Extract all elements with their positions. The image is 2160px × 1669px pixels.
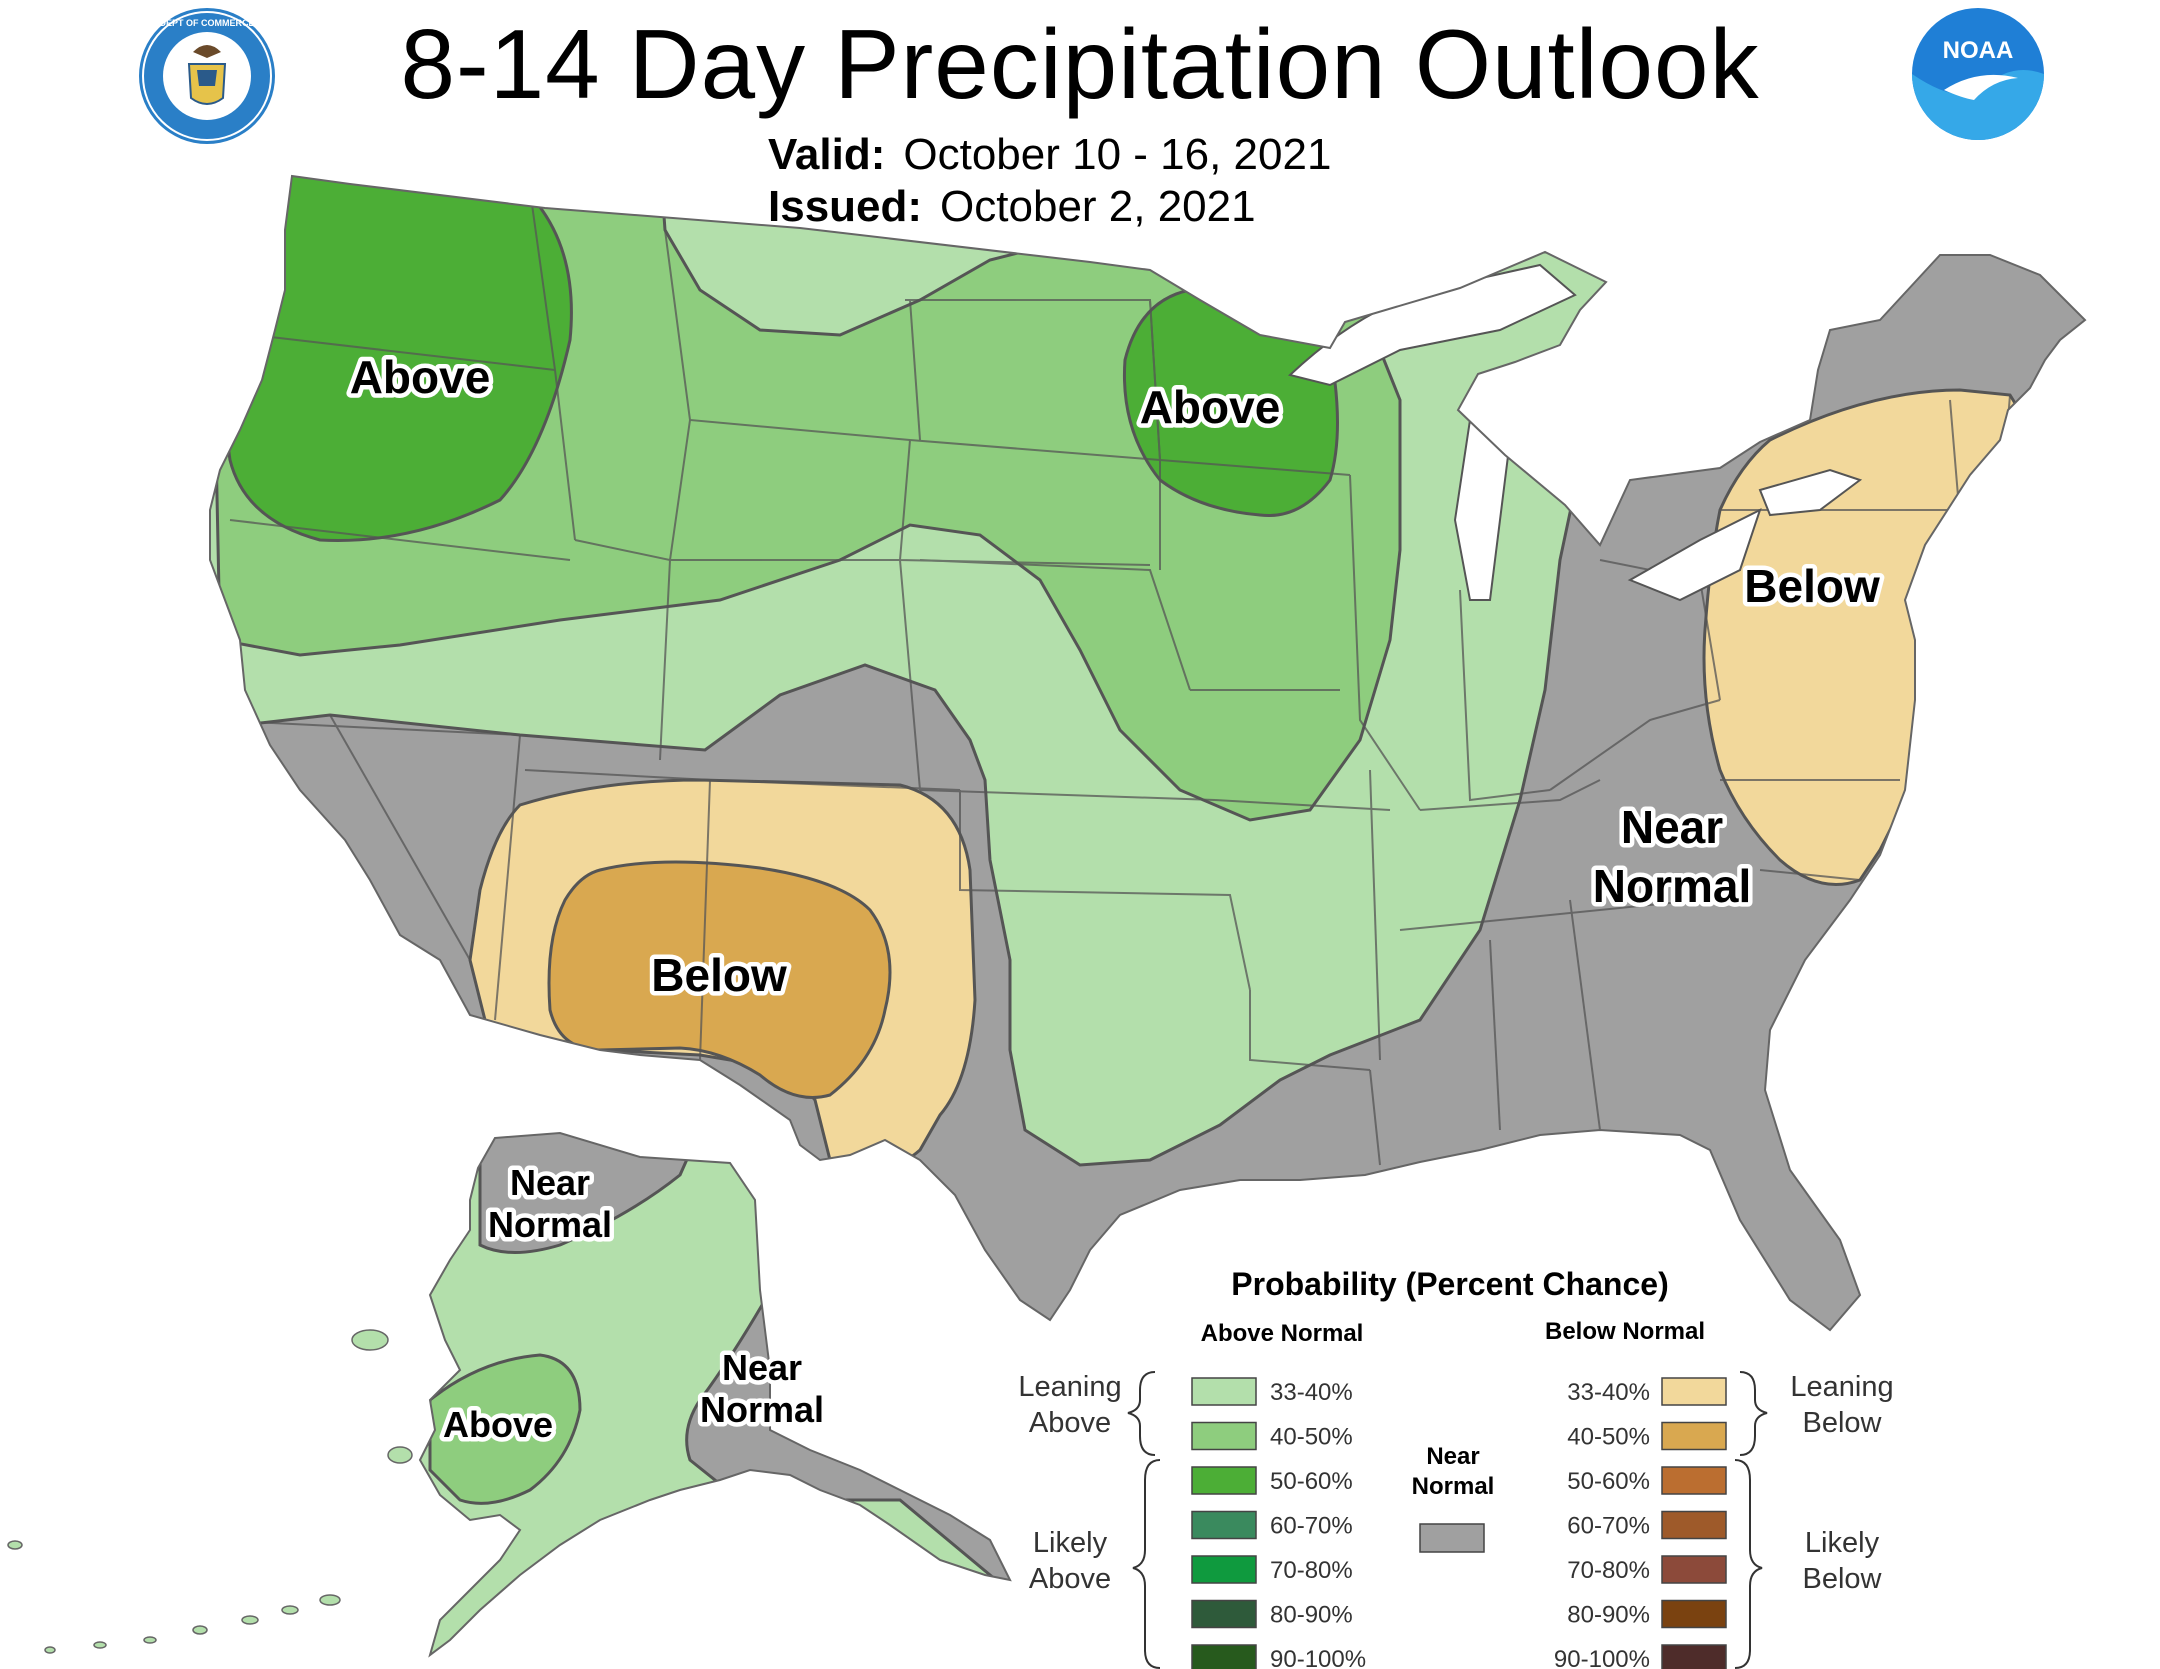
legend-near-normal-swatch (1419, 1523, 1485, 1553)
legend-above-label: 70-80% (1270, 1557, 1353, 1584)
alaska-above-label: Above (443, 1404, 553, 1445)
issued-value: October 2, 2021 (940, 182, 1256, 231)
issued-line: Issued: October 2, 2021 (768, 182, 1256, 232)
legend-below-label: 90-100% (1554, 1646, 1650, 1669)
leaning-below-northeast-region (1702, 388, 2052, 886)
legend-near-text-2: Normal (1412, 1473, 1495, 1500)
legend-below-swatch (1661, 1555, 1727, 1584)
alaska-near-normal-southeast-label-1: Near (722, 1347, 802, 1388)
legend-above-label: 50-60% (1270, 1468, 1353, 1495)
legend-above-swatch (1191, 1510, 1257, 1540)
legend-above-swatch (1191, 1599, 1257, 1629)
legend-above-swatch (1191, 1466, 1257, 1495)
legend-above-swatch (1191, 1644, 1257, 1669)
above-upper-midwest-label: Above (1140, 381, 1281, 433)
legend-above-swatch (1191, 1555, 1257, 1584)
legend-above-label: 80-90% (1270, 1602, 1353, 1629)
department-of-commerce-seal-icon: DEPT OF COMMERCE (139, 8, 275, 144)
legend-leaning-above-text-1: Leaning (1018, 1371, 1121, 1403)
legend-leaning-above-text-2: Above (1029, 1407, 1111, 1439)
above-northwest-label: Above (350, 351, 491, 403)
legend-below-label: 70-80% (1567, 1557, 1650, 1584)
alaska-outline (418, 1131, 1012, 1658)
legend-below-swatch (1661, 1510, 1727, 1540)
alaska-near-normal-southeast-label-2: Normal (700, 1389, 824, 1430)
legend-below-swatch (1661, 1466, 1727, 1495)
seal-lettering: DEPT OF COMMERCE (159, 18, 254, 28)
below-southwest-label: Below (651, 949, 787, 1001)
alaska-near-normal-north-region (478, 1133, 703, 1254)
legend-near-text-1: Near (1426, 1443, 1479, 1470)
legend-below-swatch (1661, 1599, 1727, 1629)
legend-above-rows: 33-40% 40-50% 50-60% 60-70% 70-80% 80-90% 90-1… (1191, 1377, 1366, 1669)
legend-above-label: 40-50% (1270, 1424, 1353, 1451)
legend-likely-above-text-1: Likely (1033, 1527, 1108, 1559)
conus-outline (209, 174, 2087, 1332)
legend-below-label: 50-60% (1567, 1468, 1650, 1495)
legend: Probability (Percent Chance) Above Norma… (1018, 1266, 1894, 1669)
legend-above-label: 33-40% (1270, 1379, 1353, 1406)
alaska-islands (7, 1329, 413, 1654)
legend-below-swatch (1661, 1644, 1727, 1669)
legend-below-label: 33-40% (1567, 1379, 1650, 1406)
legend-above-header: Above Normal (1201, 1320, 1364, 1347)
legend-below-swatch (1661, 1377, 1727, 1406)
legend-below-rows: 33-40% 40-50% 50-60% 60-70% 70-80% 80-90% 90-1… (1554, 1377, 1727, 1669)
legend-likely-below-text-2: Below (1803, 1563, 1883, 1595)
below-northeast-label: Below (1744, 560, 1880, 612)
alaska-near-normal-north-label-2: Normal (488, 1204, 612, 1245)
alaska-above-region (428, 1353, 582, 1505)
issued-label: Issued: (768, 182, 923, 231)
legend-below-swatch (1661, 1421, 1727, 1451)
legend-above-label: 90-100% (1270, 1646, 1366, 1669)
noaa-lettering: NOAA (1943, 37, 2014, 64)
legend-likely-below-text-1: Likely (1805, 1527, 1880, 1559)
legend-likely-above-text-2: Above (1029, 1563, 1111, 1595)
state-boundaries (210, 189, 2011, 1166)
legend-braces (1127, 1371, 1768, 1669)
legend-title: Probability (Percent Chance) (1231, 1266, 1668, 1302)
near-normal-southeast-label-2: Normal (1593, 860, 1751, 912)
leaning-below-40-50-region (547, 860, 892, 1099)
legend-leaning-below-text-2: Below (1803, 1407, 1883, 1439)
valid-line: Valid: October 10 - 16, 2021 (768, 130, 1331, 180)
legend-above-label: 60-70% (1270, 1513, 1353, 1540)
legend-below-label: 40-50% (1567, 1424, 1650, 1451)
legend-below-label: 80-90% (1567, 1602, 1650, 1629)
noaa-logo-icon: NOAA (1912, 8, 2044, 140)
near-normal-southeast-label-1: Near (1621, 801, 1723, 853)
legend-above-swatch (1191, 1421, 1257, 1451)
legend-above-swatch (1191, 1377, 1257, 1406)
page-title: 8-14 Day Precipitation Outlook (400, 9, 1760, 119)
alaska-near-normal-north-label-1: Near (510, 1162, 590, 1203)
legend-below-label: 60-70% (1567, 1513, 1650, 1540)
valid-value: October 10 - 16, 2021 (903, 130, 1332, 179)
valid-label: Valid: (768, 130, 886, 179)
legend-leaning-below-text-1: Leaning (1790, 1371, 1893, 1403)
legend-below-header: Below Normal (1545, 1318, 1705, 1345)
